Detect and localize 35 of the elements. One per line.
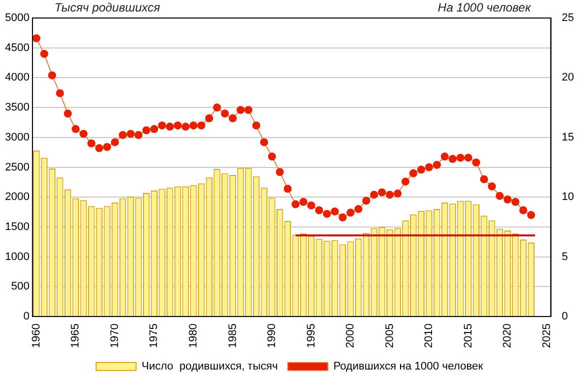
x-tick-label: 1965 xyxy=(70,324,82,348)
y-tick-label: 500 xyxy=(11,280,30,293)
y2-tick-label: 5 xyxy=(562,250,568,263)
y-tick-label: 1000 xyxy=(4,250,30,263)
y-tick-label: 0 xyxy=(23,310,30,323)
x-tick-label: 2000 xyxy=(344,324,357,348)
y-tick-label: 4000 xyxy=(4,72,30,84)
x-tick-label: 1960 xyxy=(30,324,42,348)
x-tick-label: 2015 xyxy=(462,324,474,348)
y2-tick-label: 0 xyxy=(562,310,568,323)
x-tick-label: 2020 xyxy=(502,324,514,348)
y-tick-label: 2000 xyxy=(4,191,30,204)
y2-tick-label: 15 xyxy=(562,131,574,144)
y-tick-label: 1500 xyxy=(4,221,30,233)
x-tick-label: 2010 xyxy=(423,324,436,348)
x-tick-label: 2025 xyxy=(540,324,553,348)
y-tick-label: 4500 xyxy=(4,42,30,54)
legend-label: Число родившихся, тысяч xyxy=(142,360,278,373)
x-tick-label: 1990 xyxy=(266,324,278,348)
y2-axis-title: На 1000 человек xyxy=(438,0,532,14)
y-tick-label: 3500 xyxy=(4,102,30,114)
y2-tick-label: 20 xyxy=(562,72,574,84)
x-tick-label: 1970 xyxy=(108,324,121,348)
y-tick-label: 5000 xyxy=(4,12,30,24)
y-axis-title: Тысяч родившихся xyxy=(54,0,161,14)
y2-tick-label: 25 xyxy=(562,12,574,24)
x-tick-label: 1985 xyxy=(226,324,239,348)
y-tick-label: 3000 xyxy=(4,131,30,144)
legend-label: Родившихся на 1000 человек xyxy=(333,360,484,373)
x-tick-label: 1980 xyxy=(187,324,200,348)
x-tick-label: 1995 xyxy=(305,324,318,348)
x-tick-label: 2005 xyxy=(384,324,396,348)
y2-tick-label: 10 xyxy=(562,191,574,204)
y-tick-label: 2500 xyxy=(4,161,30,174)
x-tick-label: 1975 xyxy=(148,324,160,348)
